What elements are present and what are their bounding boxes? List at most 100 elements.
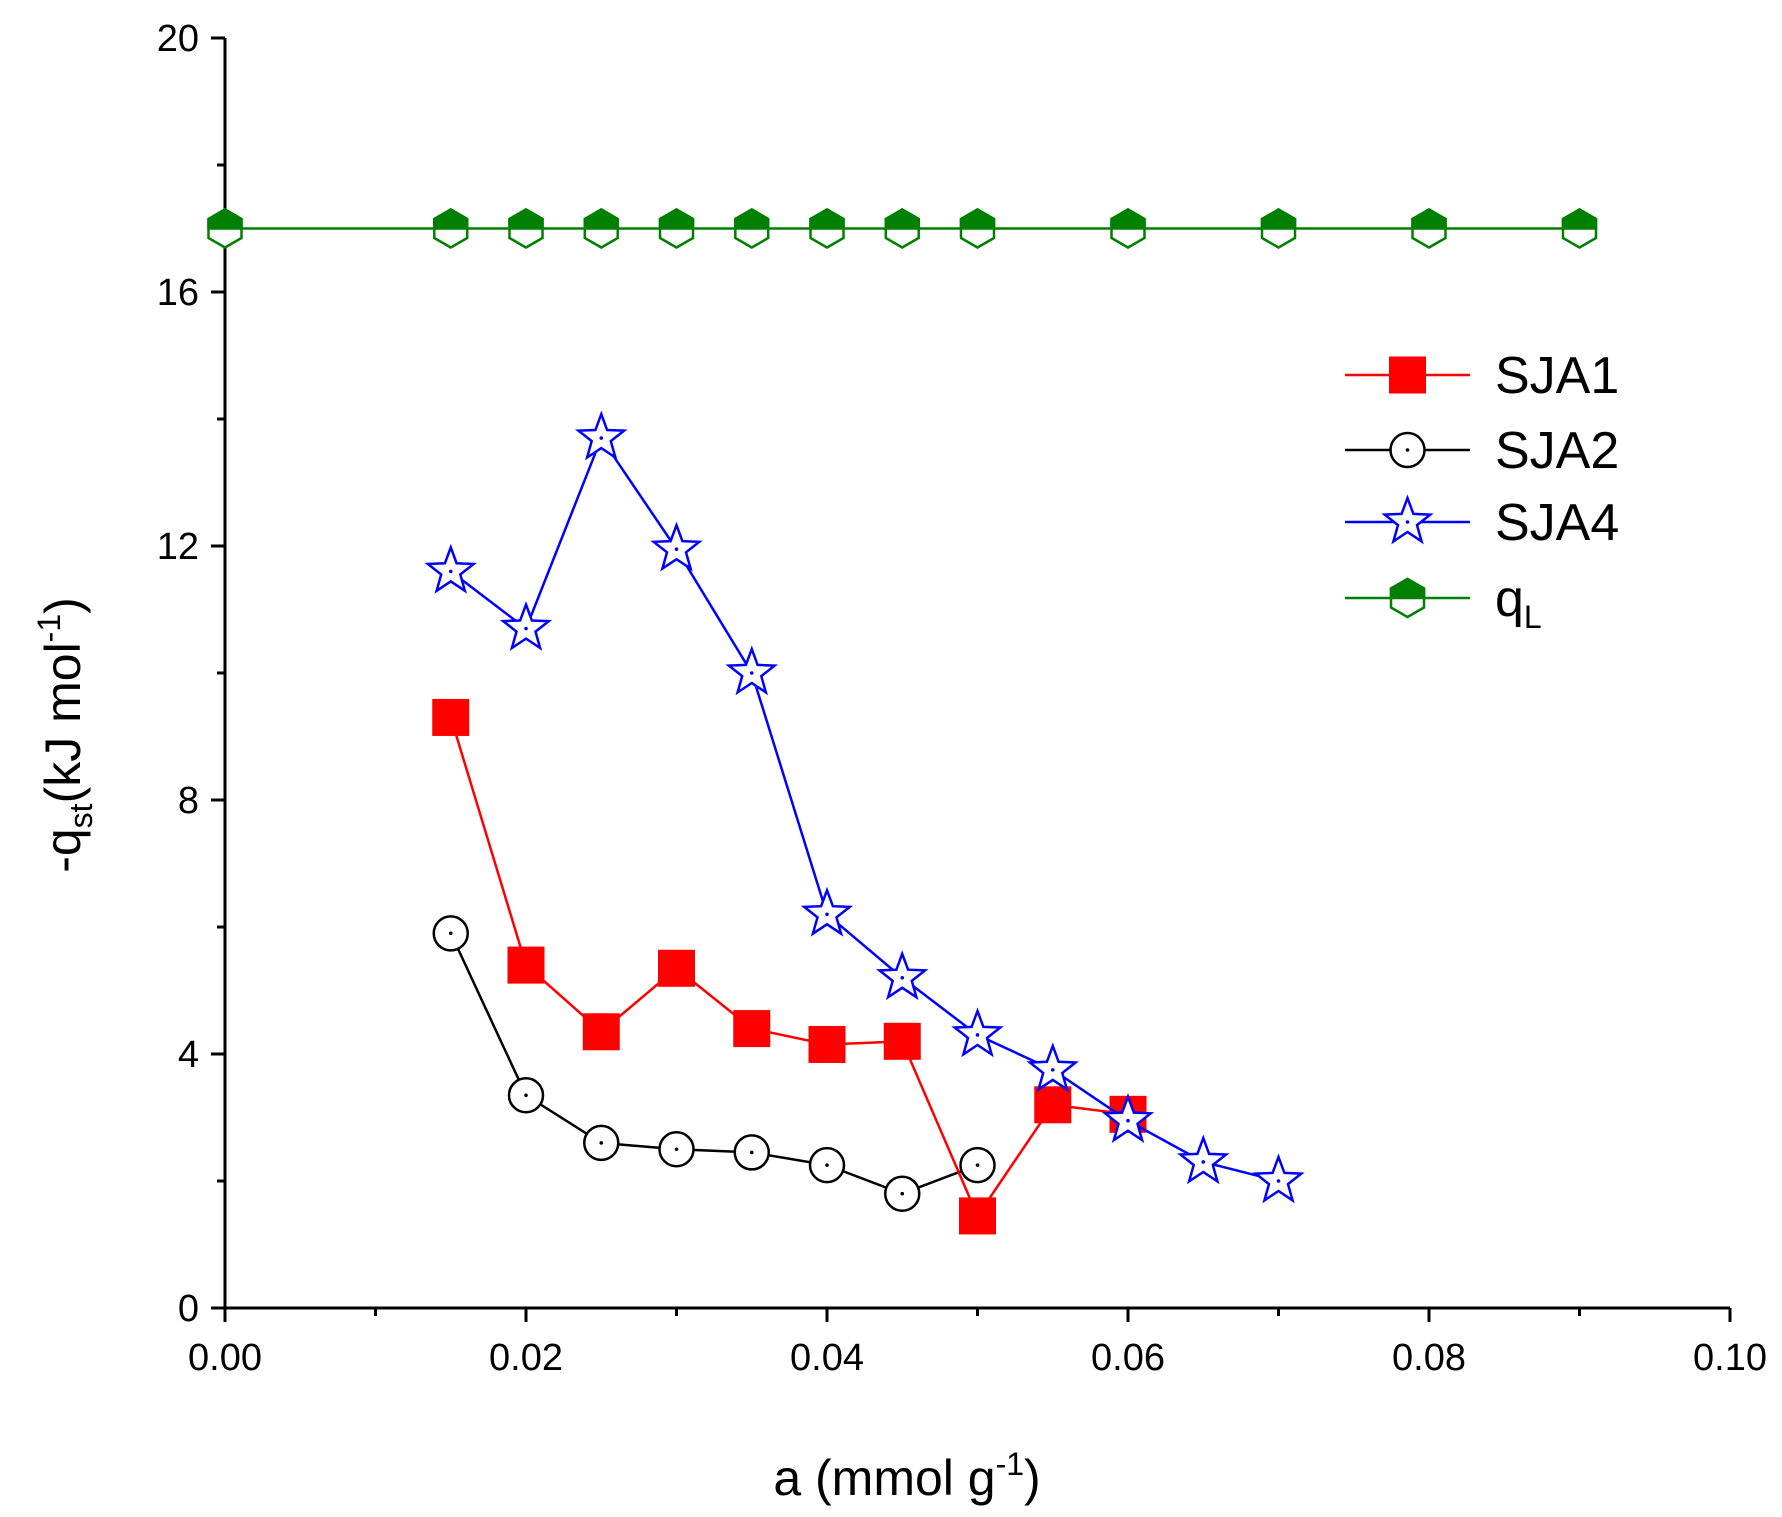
legend-marker [1389, 356, 1426, 394]
data-point [658, 208, 695, 249]
legend-label-main: SJA1 [1495, 347, 1619, 405]
data-point [883, 1022, 921, 1060]
marker-star [1176, 1134, 1230, 1185]
legend-label: SJA1 [1495, 347, 1619, 405]
data-point [499, 601, 553, 651]
legend-item: SJA4 [1345, 494, 1619, 552]
marker-hexagon-fill [1561, 208, 1598, 230]
data-point [884, 1175, 921, 1212]
data-point [733, 1134, 770, 1171]
legend-label: SJA4 [1495, 494, 1619, 552]
marker-hexagon-fill [583, 208, 619, 230]
marker-dot [524, 1093, 528, 1098]
marker-dot [448, 569, 453, 574]
series-sja4 [424, 410, 1305, 1204]
marker-star [875, 950, 929, 1001]
marker-dot [975, 1163, 980, 1167]
marker-dot [749, 1150, 754, 1155]
data-point [424, 543, 478, 594]
marker-dot [975, 1033, 980, 1037]
x-axis-title-close: ) [1024, 1450, 1041, 1506]
legend-item: SJA1 [1345, 347, 1619, 405]
marker-square [507, 946, 545, 984]
data-point [725, 645, 779, 696]
legend-label: qL [1495, 570, 1542, 635]
marker-hexagon-fill [658, 208, 695, 230]
marker-dot [825, 1163, 829, 1167]
marker-square [658, 949, 695, 987]
marker-hexagon-fill [809, 208, 845, 230]
y-tick-label: 4 [178, 1034, 199, 1076]
y-tick-label: 12 [157, 526, 199, 568]
data-point [582, 1013, 620, 1051]
data-point [959, 1146, 996, 1184]
data-point [875, 950, 929, 1001]
marker-dot [524, 626, 528, 631]
marker-star [951, 1007, 1004, 1058]
marker-hexagon-fill [959, 208, 996, 230]
marker-star [800, 886, 854, 937]
marker-hexagon-fill [433, 208, 469, 230]
data-point [1034, 1086, 1072, 1124]
data-point [432, 698, 470, 736]
data-point [800, 886, 854, 937]
marker-dot [674, 547, 679, 551]
x-axis-title-main: a (mmol g [773, 1450, 995, 1506]
data-point [808, 1025, 846, 1063]
data-point [658, 1131, 695, 1168]
series-sja1 [432, 698, 1147, 1235]
y-tick-label: 16 [157, 272, 199, 314]
data-point [650, 521, 703, 572]
marker-dot [674, 1147, 679, 1152]
marker-hexagon-fill [508, 208, 544, 230]
y-tick-label: 0 [178, 1288, 199, 1330]
data-point [1252, 1153, 1305, 1204]
y-axis-title-sup: -1 [31, 614, 67, 642]
marker-star [424, 543, 478, 594]
legend-marker [1381, 494, 1434, 545]
data-point [951, 1007, 1004, 1058]
marker-dot [1201, 1160, 1206, 1164]
x-tick-label: 0.04 [790, 1337, 864, 1379]
marker-star [1101, 1093, 1155, 1144]
marker-dot [1405, 520, 1410, 524]
x-tick-label: 0.08 [1392, 1337, 1466, 1379]
x-tick-label: 0.00 [188, 1337, 262, 1379]
marker-star [574, 410, 628, 461]
marker-dot [599, 1141, 604, 1145]
marker-dot [749, 671, 754, 675]
data-point [959, 208, 996, 249]
marker-star [1381, 494, 1434, 545]
x-axis-title-sup: -1 [996, 1446, 1024, 1482]
legend-item: SJA2 [1345, 422, 1619, 480]
marker-hexagon-fill [884, 208, 920, 230]
marker-dot [1050, 1068, 1055, 1072]
series-sja2 [432, 915, 996, 1212]
y-tick-label: 8 [178, 780, 199, 822]
legend-marker [1389, 431, 1426, 469]
y-axis-title-mid: (kJ mol [35, 642, 91, 803]
marker-dot [1126, 1118, 1130, 1123]
marker-hexagon-fill [1110, 208, 1146, 230]
legend-item: qL [1345, 570, 1542, 635]
marker-dot [599, 436, 604, 440]
marker-star [650, 521, 703, 572]
marker-dot [1276, 1179, 1281, 1183]
data-point [734, 208, 770, 249]
marker-square [883, 1022, 921, 1060]
marker-dot [900, 976, 905, 980]
x-tick-label: 0.10 [1693, 1337, 1767, 1379]
legend-label-main: SJA4 [1495, 494, 1619, 552]
marker-hexagon-fill [734, 208, 770, 230]
marker-hexagon-fill [1389, 577, 1426, 600]
marker-square [1389, 356, 1426, 394]
series-layer [207, 208, 1598, 1235]
data-point [1176, 1134, 1230, 1185]
data-point [884, 208, 920, 249]
x-tick-label: 0.02 [489, 1337, 563, 1379]
marker-dot [448, 931, 453, 936]
data-point [959, 1197, 996, 1235]
x-tick-label: 0.06 [1091, 1337, 1165, 1379]
marker-square [1034, 1086, 1072, 1124]
marker-square [808, 1025, 846, 1063]
